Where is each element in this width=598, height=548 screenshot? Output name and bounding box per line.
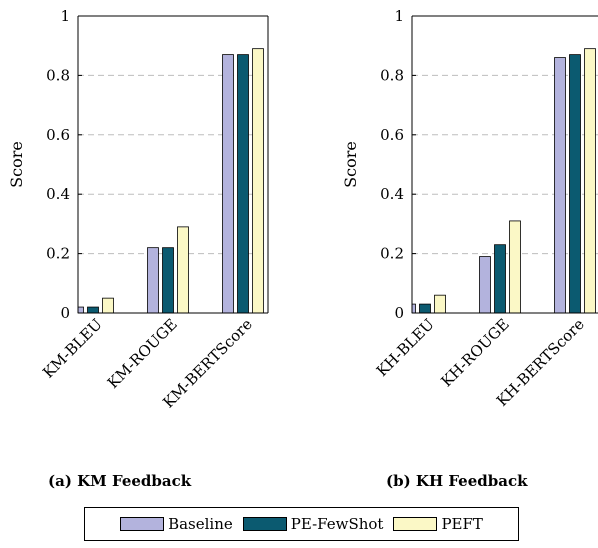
- panel-1-bar-pe-fewshot: [87, 306, 99, 314]
- panel-2-category-label: KH-BLEU: [373, 315, 438, 380]
- panel-1-y-tick-label: 0: [60, 304, 70, 322]
- legend-item-baseline: Baseline: [120, 515, 233, 533]
- panel-2-bar-baseline: [554, 57, 566, 314]
- panel-1-bar-pe-fewshot: [237, 54, 249, 314]
- panel-1-category-label: KM-ROUGE: [104, 315, 181, 392]
- panel-1-y-axis-label: Score: [7, 141, 26, 188]
- caption-kh-feedback: (b) KH Feedback: [386, 472, 528, 490]
- panel-1-bar-peft: [252, 48, 264, 314]
- legend-swatch-pe-fewshot: [242, 517, 287, 531]
- panel-2-bar-pe-fewshot: [569, 54, 581, 314]
- panel-2-y-axis-label: Score: [341, 141, 360, 188]
- panel-1-bar-peft: [177, 226, 189, 314]
- panel-2-bar-peft: [584, 48, 596, 314]
- panel-2-bar-baseline: [479, 256, 491, 314]
- panel-2-y-tick-label: 1: [394, 7, 404, 25]
- panel-2-y-tick-label: 0.2: [380, 245, 404, 263]
- panel-2-category-label: KH-ROUGE: [437, 315, 512, 390]
- panel-2-bar-pe-fewshot: [419, 303, 431, 314]
- legend-swatch-peft: [393, 517, 438, 531]
- legend-item-peft: PEFT: [393, 515, 483, 533]
- panel-1-y-tick-label: 0.6: [46, 126, 70, 144]
- panel-1-bar-baseline: [147, 247, 159, 314]
- legend-label-peft: PEFT: [441, 515, 483, 533]
- panel-1-y-tick-label: 0.2: [46, 245, 70, 263]
- panel-1-category-label: KM-BLEU: [39, 315, 106, 382]
- legend: Baseline PE-FewShot PEFT: [84, 507, 519, 541]
- panel-1-bar-baseline: [77, 306, 84, 314]
- panel-1-y-tick-label: 1: [60, 7, 70, 25]
- panel-1-bar-pe-fewshot: [162, 247, 174, 314]
- legend-swatch-baseline: [120, 517, 165, 531]
- panel-2-bar-peft: [434, 294, 446, 314]
- legend-label-baseline: Baseline: [168, 515, 233, 533]
- panel-2-y-tick-label: 0: [394, 304, 404, 322]
- panel-2-bar-pe-fewshot: [494, 244, 506, 314]
- panel-2-y-tick-label: 0.8: [380, 66, 404, 84]
- caption-km-feedback: (a) KM Feedback: [48, 472, 192, 490]
- bar-charts: 00.20.40.60.81KM-BLEUKM-ROUGEKM-BERTScor…: [7, 7, 598, 412]
- legend-label-pe-fewshot: PE-FewShot: [290, 515, 384, 533]
- panel-1-y-tick-label: 0.4: [46, 185, 70, 203]
- panel-1-bar-baseline: [222, 54, 234, 314]
- panel-1-bar-peft: [102, 297, 114, 314]
- panel-2-y-tick-label: 0.4: [380, 185, 404, 203]
- legend-item-pe-fewshot: PE-FewShot: [242, 515, 384, 533]
- panel-2-bar-peft: [509, 220, 521, 314]
- panel-1-y-tick-label: 0.8: [46, 66, 70, 84]
- panel-2-y-tick-label: 0.6: [380, 126, 404, 144]
- panel-2-bar-baseline: [411, 303, 416, 314]
